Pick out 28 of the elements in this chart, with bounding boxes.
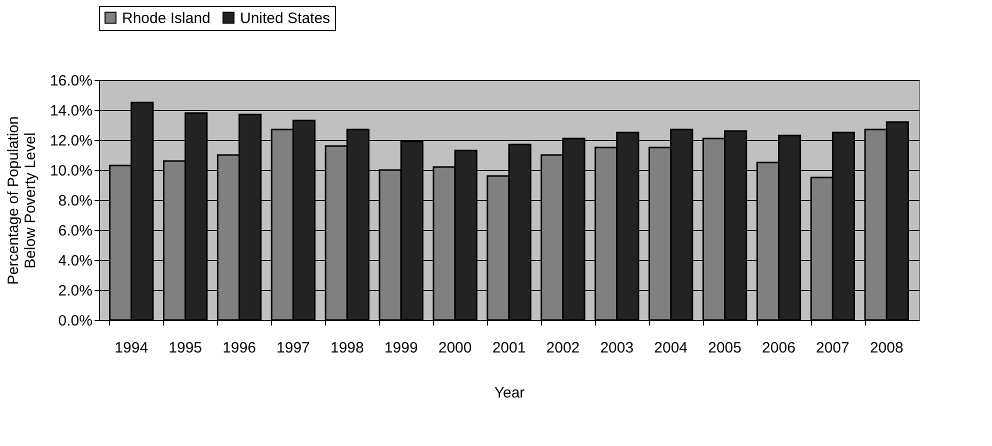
y-tick-label: 6.0% (58, 222, 92, 240)
x-tick-label: 1999 (384, 340, 418, 356)
y-tick-label: 2.0% (58, 282, 92, 300)
y-axis-title: Percentage of Population Below Poverty Level (4, 116, 39, 285)
x-axis-title: Year (494, 384, 525, 402)
y-tick-label: 4.0% (58, 252, 92, 270)
x-tick-label: 2002 (546, 340, 580, 356)
x-tick-label: 2007 (816, 340, 850, 356)
y-tick-label: 8.0% (58, 192, 92, 210)
x-tick-label: 2005 (708, 340, 742, 356)
x-tick-label: 2000 (438, 340, 472, 356)
x-tick-label: 1997 (276, 340, 310, 356)
y-tick-label: 14.0% (50, 102, 92, 120)
x-tick-label: 2004 (654, 340, 688, 356)
x-tick-label: 2008 (870, 340, 904, 356)
x-tick-label: 2006 (762, 340, 796, 356)
x-tick-label: 2003 (600, 340, 634, 356)
x-tick-label: 1994 (114, 340, 148, 356)
y-tick-label: 12.0% (50, 132, 92, 150)
x-tick-label: 1996 (222, 340, 256, 356)
x-tick-label: 1998 (330, 340, 364, 356)
legend-label: Rhode Island (122, 10, 210, 27)
y-tick-label: 10.0% (50, 162, 92, 180)
x-tick-label: 2001 (492, 340, 526, 356)
y-tick-label: 0.0% (58, 312, 92, 330)
legend-label: United States (240, 10, 330, 27)
x-tick-label: 1995 (168, 340, 202, 356)
y-tick-label: 16.0% (50, 72, 92, 90)
